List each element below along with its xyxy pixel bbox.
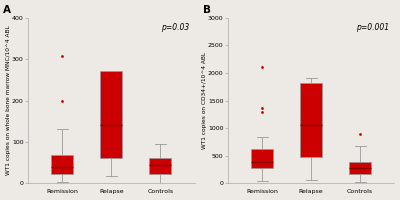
Y-axis label: WT1 copies on CD34+/10^4 ABL: WT1 copies on CD34+/10^4 ABL	[202, 52, 206, 149]
Text: p=0.001: p=0.001	[356, 23, 390, 32]
PathPatch shape	[349, 162, 371, 174]
PathPatch shape	[300, 83, 322, 157]
PathPatch shape	[100, 71, 122, 158]
PathPatch shape	[51, 155, 73, 174]
PathPatch shape	[149, 158, 171, 174]
Text: A: A	[3, 5, 11, 15]
Y-axis label: WT1 copies on whole bone marrow MNC/10^4 ABL: WT1 copies on whole bone marrow MNC/10^4…	[6, 26, 10, 175]
PathPatch shape	[251, 149, 273, 168]
Text: B: B	[203, 5, 211, 15]
Text: p=0.03: p=0.03	[161, 23, 190, 32]
